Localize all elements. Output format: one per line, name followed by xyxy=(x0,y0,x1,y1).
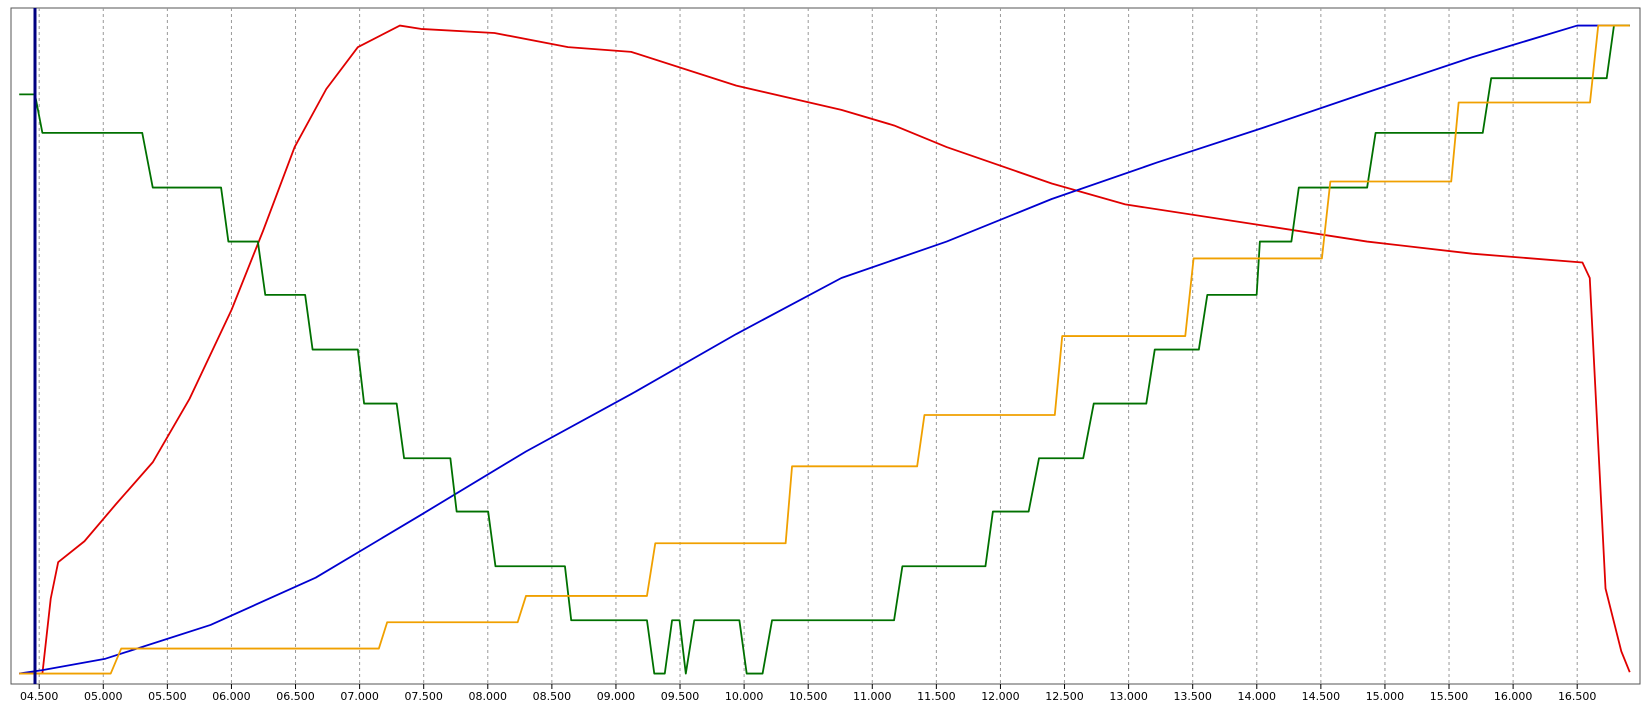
x-tick-label: 09.500 xyxy=(661,690,700,703)
x-tick-label: 11.500 xyxy=(917,690,956,703)
x-tick-label: 05.000 xyxy=(84,690,123,703)
x-axis: 04.500 05.000 05.500 06.000 06.500 07.000 07.5… xyxy=(20,684,1597,703)
x-tick-label: 09.000 xyxy=(597,690,636,703)
x-tick-label: 14.000 xyxy=(1238,690,1277,703)
series-line xyxy=(19,24,1630,675)
x-tick-label: 12.000 xyxy=(981,690,1020,703)
x-tick-label: 08.000 xyxy=(469,690,508,703)
x-tick-label: 05.500 xyxy=(148,690,187,703)
x-tick-label: 15.500 xyxy=(1430,690,1469,703)
x-tick-label: 16.000 xyxy=(1494,690,1533,703)
x-tick-label: 07.500 xyxy=(404,690,443,703)
series-line xyxy=(19,24,1630,675)
x-tick-label: 10.000 xyxy=(725,690,764,703)
x-tick-label: 04.500 xyxy=(20,690,59,703)
x-tick-label: 06.500 xyxy=(276,690,315,703)
lines xyxy=(19,24,1631,675)
x-tick-label: 16.500 xyxy=(1558,690,1597,703)
series-line xyxy=(19,24,1630,675)
x-tick-label: 08.500 xyxy=(533,690,572,703)
x-tick-label: 13.500 xyxy=(1173,690,1212,703)
plot-frame xyxy=(10,7,1641,685)
x-tick-label: 12.500 xyxy=(1045,690,1084,703)
x-tick-label: 06.000 xyxy=(212,690,251,703)
x-tick-label: 14.500 xyxy=(1302,690,1341,703)
grid xyxy=(38,8,1578,684)
x-tick-label: 13.000 xyxy=(1109,690,1148,703)
x-tick-label: 10.500 xyxy=(789,690,828,703)
series-line xyxy=(19,24,1631,675)
x-tick-label: 07.000 xyxy=(340,690,379,703)
x-tick-label: 15.000 xyxy=(1366,690,1405,703)
x-tick-label: 11.000 xyxy=(853,690,892,703)
